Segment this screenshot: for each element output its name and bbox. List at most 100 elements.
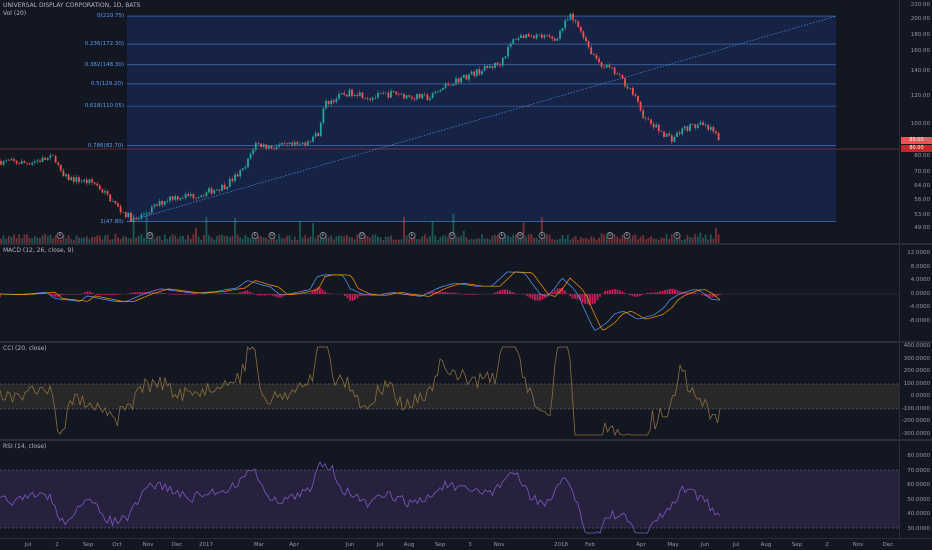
price-chart[interactable] [0, 0, 899, 243]
volume-bar [611, 236, 613, 243]
candle-body [348, 89, 351, 97]
candle-body [137, 218, 140, 220]
macd-histogram-bar [571, 294, 574, 299]
volume-bar [249, 237, 252, 243]
dividend-marker-icon[interactable]: D [358, 232, 366, 239]
time-axis[interactable]: Jul 2 Sep Oct Nov Dec 2017 Mar Apr Jun Jul Aug Sep 3 N… [0, 538, 932, 550]
earnings-marker-icon[interactable]: E [623, 232, 631, 239]
candle-body [345, 94, 348, 97]
dividend-marker-icon[interactable]: D [146, 232, 154, 239]
volume-bar [712, 238, 715, 243]
macd-histogram-bar [439, 291, 441, 294]
earnings-marker-icon[interactable]: E [56, 232, 64, 239]
cci-chart[interactable] [0, 343, 899, 439]
price-axis[interactable]: 85.00 80.00 220.00 200.00 180.00 160.00 140.… [899, 0, 932, 243]
volume-bar [340, 235, 343, 243]
macd-histogram-bar [661, 290, 664, 294]
macd-histogram-bar [76, 294, 79, 295]
candle-body [494, 62, 496, 68]
macd-axis[interactable]: 12.0000 8.0000 4.0000 0.0000 -4.0000 -8.0000 [899, 245, 932, 341]
volume-bar [0, 238, 2, 243]
rsi-chart[interactable] [0, 441, 899, 538]
volume-bar [93, 236, 96, 243]
macd-histogram-bar [446, 292, 449, 294]
dividend-marker-icon[interactable]: D [606, 232, 614, 239]
candle-body [657, 124, 660, 132]
volume-bar [546, 234, 548, 243]
candle-body [210, 188, 213, 194]
macd-chart[interactable] [0, 245, 899, 341]
volume-bar [228, 237, 231, 243]
earnings-marker-icon[interactable]: E [538, 232, 546, 239]
volume-bar [218, 234, 221, 243]
macd-histogram-bar [184, 294, 186, 295]
volume-bar [299, 221, 301, 243]
macd-histogram-bar [524, 294, 526, 295]
earnings-marker-icon[interactable]: E [498, 232, 506, 239]
macd-histogram-bar [606, 290, 609, 294]
candle-body [522, 35, 525, 38]
candle-body [579, 26, 582, 32]
macd-histogram-bar [561, 288, 564, 294]
rsi-axis[interactable]: 80.0000 70.0000 60.0000 50.0000 40.0000 30.00… [899, 441, 932, 538]
volume-bar [449, 236, 452, 243]
candle-body [624, 78, 626, 87]
price-pane[interactable]: UNIVERSAL DISPLAY CORPORATION, 1D, BATS … [0, 0, 932, 243]
volume-bar [384, 236, 387, 243]
macd-histogram-bar [436, 291, 439, 294]
volume-bar [319, 238, 322, 243]
candle-body [587, 41, 590, 48]
macd-histogram-bar [584, 294, 586, 304]
macd-histogram-bar [454, 292, 456, 294]
candle-body [49, 155, 52, 158]
earnings-marker-icon[interactable]: E [251, 232, 259, 239]
volume-bar [364, 236, 366, 243]
cci-pane[interactable]: CCI (20, close) 400.0000 300.0000 200.0000… [0, 343, 932, 439]
volume-bar [475, 238, 478, 243]
macd-histogram-bar [144, 291, 146, 294]
volume-bar [382, 239, 385, 243]
candle-body [483, 65, 486, 72]
dividend-marker-icon[interactable]: D [268, 232, 276, 239]
rsi-line [0, 461, 721, 534]
pane-divider[interactable] [0, 243, 932, 245]
volume-bar [158, 235, 161, 243]
dividend-marker-icon[interactable]: D [448, 232, 456, 239]
macd-histogram-bar [534, 294, 536, 301]
fib-level-label: 0(210.75) [97, 13, 125, 20]
candle-body [104, 191, 106, 193]
volume-bar [366, 235, 369, 243]
pane-divider[interactable] [0, 439, 932, 441]
candle-body [707, 124, 710, 130]
pane-divider[interactable] [0, 341, 932, 343]
earnings-marker-icon[interactable]: E [319, 232, 327, 239]
earnings-marker-icon[interactable]: E [673, 232, 681, 239]
volume-bar [309, 236, 312, 243]
earnings-marker-icon[interactable]: E [408, 232, 416, 239]
macd-histogram-bar [569, 294, 571, 297]
dividend-marker-icon[interactable]: D [516, 232, 524, 239]
volume-bar [83, 237, 86, 243]
volume-bar [442, 235, 444, 243]
volume-bar [132, 214, 135, 243]
volume-bar [421, 236, 424, 243]
volume-bar [577, 239, 580, 243]
macd-histogram-bar [246, 290, 249, 294]
macd-histogram-bar [529, 294, 531, 298]
rsi-pane[interactable]: RSI (14, close) 80.0000 70.0000 60.0000 50.… [0, 441, 932, 538]
volume-bar [114, 234, 117, 243]
macd-pane[interactable]: MACD (12, 26, close, 9) 12.0000 8.0000 4.0… [0, 245, 932, 341]
macd-histogram-bar [504, 289, 506, 294]
rsi-tick: 40.0000 [907, 511, 930, 517]
volume-bar [592, 237, 595, 243]
candle-body [543, 35, 546, 38]
cci-axis[interactable]: 400.0000 300.0000 200.0000 100.0000 0.0000 -1… [899, 343, 932, 439]
macd-histogram-bar [186, 294, 189, 295]
macd-histogram-bar [236, 293, 239, 294]
macd-histogram-bar [581, 294, 584, 303]
candle-body [254, 142, 257, 150]
volume-bar [556, 239, 559, 243]
volume-bar [26, 234, 28, 243]
volume-bar [683, 239, 686, 243]
volume-bar [101, 239, 104, 243]
